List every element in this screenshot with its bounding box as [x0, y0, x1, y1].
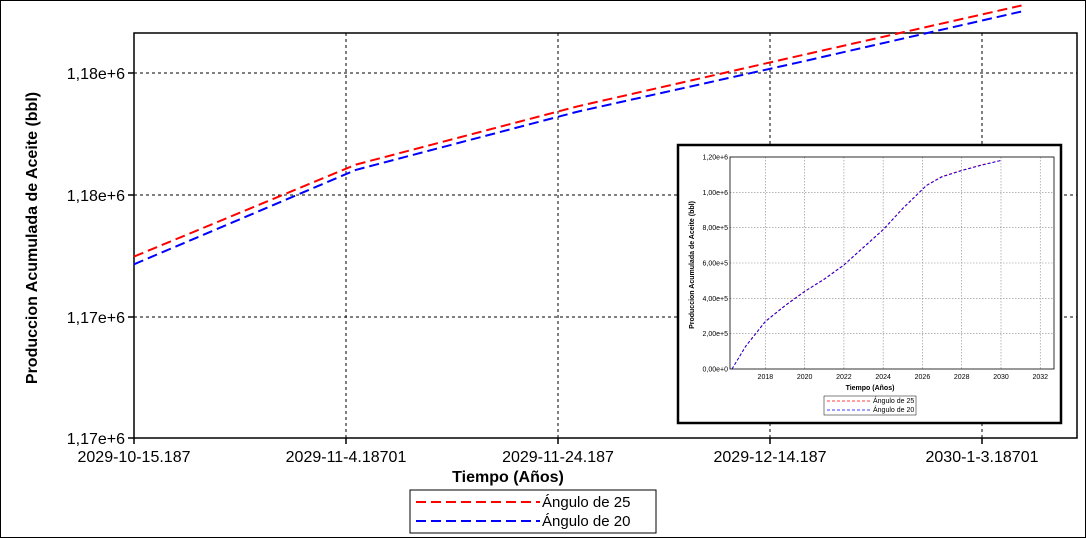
main-y-tick-label-2: 1,18e+6 [67, 188, 125, 205]
main-y-ticks: 1,17e+6 1,17e+6 1,18e+6 1,18e+6 [67, 66, 134, 448]
main-x-tick-label-2: 2029-11-24.187 [502, 449, 614, 466]
inset-y-tick-label-4: 8,00e+5 [703, 225, 729, 232]
main-y-tick-label-0: 1,17e+6 [67, 431, 125, 448]
inset-x-tick-label-7: 2032 [1032, 374, 1048, 381]
inset-chart: 2018 2020 2022 2024 2026 2028 2030 2032 0,00e+0… [676, 143, 1063, 425]
x-axis-title: Tiempo (Años) [452, 469, 564, 486]
main-x-tick-label-0: 2029-10-15.187 [78, 449, 191, 466]
main-y-tick-label-3: 1,18e+6 [67, 66, 125, 83]
inset-plot-border [729, 156, 1055, 370]
inset-y-axis-title: Produccion Acumulada de Aceite (bbl) [689, 201, 696, 329]
y-axis-title: Produccion Acumulada de Aceite (bbl) [24, 92, 41, 384]
main-legend-label-0: Ángulo de 25 [542, 494, 630, 511]
main-series-line-1 [133, 10, 1022, 266]
inset-y-ticks: 0,00e+0 2,00e+5 4,00e+5 6,00e+5 8,00e+5 1,00e… [703, 155, 729, 374]
main-legend-box [409, 489, 657, 534]
inset-x-tick-label-5: 2028 [954, 374, 970, 381]
main-legend: Ángulo de 25 Ángulo de 20 [409, 489, 657, 534]
main-series-line-0 [133, 4, 1022, 258]
main-x-tick-label-1: 2029-11-4.18701 [286, 449, 407, 466]
inset-x-tick-label-1: 2020 [797, 374, 813, 381]
inset-x-tick-label-3: 2024 [875, 374, 891, 381]
main-legend-label-1: Ángulo de 20 [542, 513, 630, 530]
inset-series-line-1 [731, 160, 1002, 370]
main-x-ticks: 2029-10-15.187 2029-11-4.18701 2029-11-24.… [78, 438, 1039, 466]
inset-x-tick-label-4: 2026 [915, 374, 931, 381]
inset-frame [676, 143, 1063, 425]
inset-series [731, 159, 1002, 370]
inset-x-axis-title: Tiempo (Años) [846, 385, 895, 392]
inset-legend-label-0: Ángulo de 25 [873, 396, 914, 405]
main-y-tick-label-1: 1,17e+6 [67, 310, 125, 327]
inset-x-tick-label-6: 2030 [993, 374, 1009, 381]
main-x-tick-label-3: 2029-12-14.187 [714, 449, 827, 466]
inset-y-tick-label-2: 4,00e+5 [703, 296, 729, 303]
main-series [133, 4, 1022, 266]
inset-y-tick-label-5: 1,00e+6 [703, 190, 729, 197]
inset-y-tick-label-1: 2,00e+5 [703, 331, 729, 338]
inset-x-ticks: 2018 2020 2022 2024 2026 2028 2030 2032 [758, 374, 1049, 381]
inset-y-tick-label-0: 0,00e+0 [703, 367, 729, 374]
main-plot-border [133, 32, 1078, 439]
inset-x-tick-label-2: 2022 [836, 374, 852, 381]
inset-legend: Ángulo de 25 Ángulo de 20 [823, 395, 917, 416]
inset-y-tick-label-6: 1,20e+6 [703, 155, 729, 162]
inset-y-tick-label-3: 6,00e+5 [703, 261, 729, 268]
main-x-tick-label-4: 2030-1-3.18701 [926, 449, 1039, 466]
inset-x-tick-label-0: 2018 [758, 374, 774, 381]
inset-legend-label-1: Ángulo de 20 [873, 405, 914, 414]
